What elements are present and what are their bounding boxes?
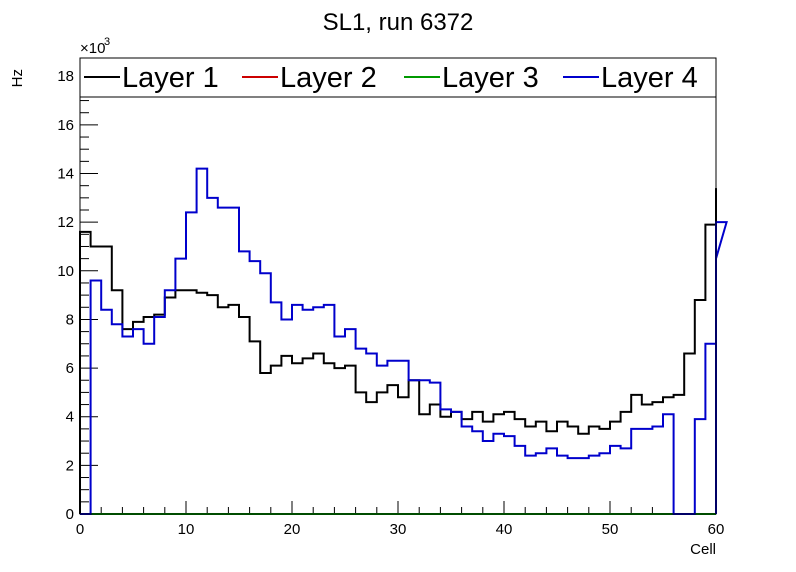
x-tick-label: 20 [284, 521, 301, 538]
chart-title: SL1, run 6372 [323, 9, 474, 36]
y-multiplier-base: ×10 [80, 40, 105, 57]
y-tick-label: 10 [57, 263, 74, 280]
x-tick-label: 50 [602, 521, 619, 538]
legend-box [79, 57, 717, 98]
series-line-layer-1 [79, 188, 717, 514]
legend-entry: Layer 1 [84, 62, 219, 94]
x-axis-label: Cell [690, 541, 716, 558]
y-tick-label: 4 [66, 409, 74, 426]
x-tick-label: 30 [390, 521, 407, 538]
y-tick-label: 14 [57, 166, 74, 183]
y-tick-label: 6 [66, 360, 74, 377]
legend-label: Layer 4 [601, 62, 698, 94]
y-tick-label: 12 [57, 214, 74, 231]
legend-entry: Layer 3 [404, 62, 539, 94]
y-tick-label: 18 [57, 68, 74, 85]
legend-label: Layer 3 [442, 62, 539, 94]
legend-entry: Layer 4 [563, 62, 698, 94]
y-axis-label: Hz [9, 69, 26, 87]
y-tick-label: 0 [66, 506, 74, 523]
y-tick-label: 2 [66, 457, 74, 474]
x-tick-label: 0 [76, 521, 84, 538]
x-tick-label: 10 [178, 521, 195, 538]
y-multiplier-exponent: 3 [104, 36, 110, 48]
series-line-layer-4 [80, 167, 728, 515]
x-tick-label: 40 [496, 521, 513, 538]
y-tick-label: 16 [57, 117, 74, 134]
y-axis-multiplier: ×10 3 [80, 36, 110, 57]
legend-label: Layer 2 [280, 62, 377, 94]
x-tick-label: 60 [708, 521, 725, 538]
legend-entry: Layer 2 [242, 62, 377, 94]
legend-label: Layer 1 [122, 62, 219, 94]
y-tick-label: 8 [66, 311, 74, 328]
legend: Layer 1 Layer 2 Layer 3 Layer 4 [79, 57, 717, 98]
